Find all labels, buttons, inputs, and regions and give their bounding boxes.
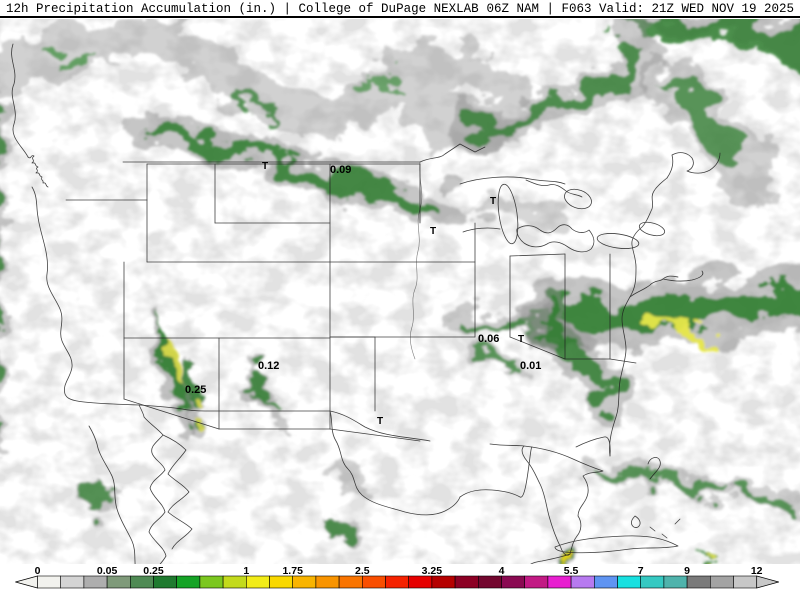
svg-text:2.5: 2.5 <box>355 565 370 577</box>
svg-text:12: 12 <box>751 565 763 577</box>
svg-text:T: T <box>518 334 524 345</box>
svg-text:0.05: 0.05 <box>97 565 118 577</box>
svg-text:T: T <box>430 226 436 237</box>
svg-text:0.12: 0.12 <box>258 360 279 372</box>
svg-text:5.5: 5.5 <box>564 565 579 577</box>
svg-text:T: T <box>490 196 496 207</box>
svg-text:3.25: 3.25 <box>422 565 443 577</box>
svg-text:T: T <box>377 416 383 427</box>
svg-text:0.09: 0.09 <box>330 164 351 176</box>
svg-text:0.06: 0.06 <box>478 333 499 345</box>
svg-text:1.75: 1.75 <box>282 565 303 577</box>
svg-text:0.01: 0.01 <box>520 360 541 372</box>
svg-text:0.25: 0.25 <box>185 384 206 396</box>
svg-text:0: 0 <box>35 565 41 577</box>
svg-text:1: 1 <box>243 565 249 577</box>
svg-text:T: T <box>262 161 268 172</box>
svg-text:9: 9 <box>684 565 690 577</box>
svg-text:4: 4 <box>499 565 505 577</box>
svg-text:7: 7 <box>638 565 644 577</box>
svg-text:0.25: 0.25 <box>143 565 164 577</box>
